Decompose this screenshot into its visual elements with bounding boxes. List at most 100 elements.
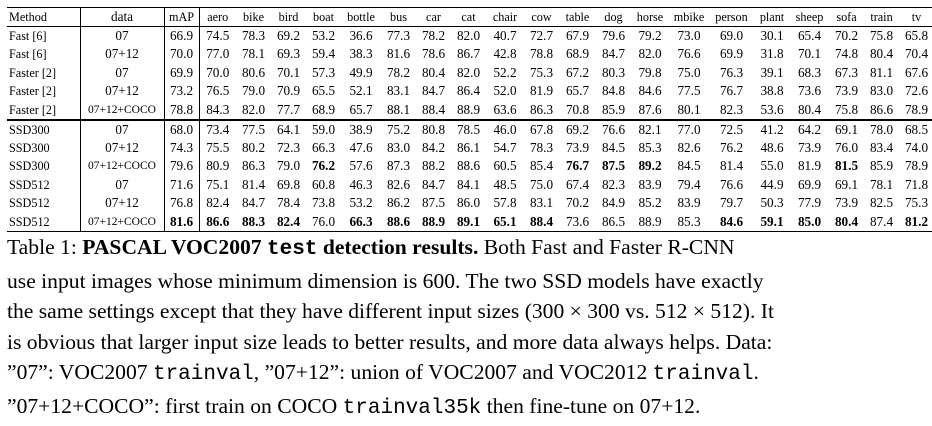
value-cell: 78.0 (869, 121, 894, 137)
caption-line-1: Table 1: PASCAL VOC2007 test detection r… (7, 232, 927, 266)
value-cell: 82.6 (677, 139, 701, 155)
value-cell: 84.3 (206, 101, 230, 117)
value-cell: 41.2 (760, 121, 784, 137)
value-cell: 75.5 (206, 139, 230, 155)
value-cell: 76.5 (206, 83, 230, 99)
value-cell: 81.9 (529, 83, 554, 99)
column-header: bike (243, 10, 264, 24)
value-cell: 82.6 (386, 176, 411, 192)
method-cell: SSD300 (9, 159, 50, 174)
value-cell: 76.0 (834, 139, 859, 155)
value-cell: 77.3 (386, 28, 411, 43)
table-header-row: Method data mAP aero bike bird boat bottle bus ca… (7, 7, 932, 27)
value-cell: 42.8 (493, 46, 517, 62)
value-cell: 52.2 (493, 64, 517, 80)
value-cell: 67.2 (565, 64, 590, 80)
value-cell: 67.8 (529, 121, 554, 137)
column-header: cow (531, 10, 552, 24)
value-cell: 75.0 (529, 176, 554, 192)
value-cell: 84.7 (601, 46, 626, 62)
map-cell: 78.8 (164, 100, 200, 120)
value-cell: 39.1 (760, 64, 784, 80)
value-cell: 36.6 (349, 28, 373, 43)
map-cell: 73.2 (164, 82, 200, 101)
value-cell: 64.2 (797, 121, 822, 137)
value-cell: 80.3 (601, 64, 626, 80)
value-cell: 82.0 (241, 101, 266, 117)
value-cell: 82.5 (869, 195, 894, 211)
value-cell: 57.3 (311, 64, 336, 80)
data-cell: 07+12+COCO (79, 100, 165, 120)
value-cell: 86.6 (869, 101, 894, 117)
value-cell: 88.4 (421, 101, 446, 117)
value-cell: 66.3 (349, 213, 373, 229)
value-cell: 74.0 (904, 139, 929, 155)
value-cell: 86.0 (456, 195, 481, 211)
results-table: Method data mAP aero bike bird boat bottle bus ca… (7, 7, 932, 232)
value-cell: 86.5 (601, 213, 626, 229)
value-cell: 65.7 (565, 83, 590, 99)
value-cell: 52.1 (349, 83, 373, 99)
value-cell: 86.3 (529, 101, 554, 117)
method-cell: SSD512 (9, 214, 50, 229)
value-cell: 79.2 (638, 28, 662, 43)
value-cell: 88.9 (638, 213, 662, 229)
value-cell: 75.0 (677, 64, 701, 80)
value-cell: 84.6 (638, 83, 662, 99)
value-cell: 79.7 (719, 195, 744, 211)
value-cell: 75.1 (206, 176, 230, 192)
value-cell: 81.6 (386, 46, 411, 62)
value-cell: 69.8 (276, 176, 301, 192)
value-cell: 76.2 (719, 139, 744, 155)
value-cell: 73.9 (565, 139, 590, 155)
column-header: sheep (795, 10, 824, 24)
value-cell: 46.0 (493, 121, 517, 137)
table-body: Fast [6] 07 66.9 74.5 78.3 69.2 53.2 36.6 77.3 78… (7, 26, 932, 231)
method-cell: SSD300 (9, 140, 50, 155)
value-cell: 69.1 (834, 121, 859, 137)
value-cell: 85.3 (638, 139, 662, 155)
value-cell: 38.3 (349, 46, 373, 62)
value-cell: 83.1 (529, 195, 554, 211)
value-cell: 75.8 (834, 101, 859, 117)
value-cell: 81.9 (797, 158, 822, 174)
value-cell: 70.8 (565, 101, 590, 117)
method-cell: SSD512 (9, 196, 50, 211)
value-cell: 84.2 (421, 139, 446, 155)
data-cell: 07+12+COCO (79, 212, 165, 231)
value-cell: 78.3 (241, 28, 266, 43)
column-header: mAP (164, 7, 200, 27)
value-cell: 88.3 (241, 213, 266, 229)
column-header: mbike (673, 10, 705, 24)
value-cell: 73.4 (206, 121, 230, 137)
value-cell: 77.7 (276, 101, 301, 117)
value-cell: 65.4 (797, 28, 822, 43)
value-cell: 84.6 (719, 213, 744, 229)
value-cell: 77.0 (677, 121, 701, 137)
value-cell: 85.4 (529, 158, 554, 174)
value-cell: 82.0 (638, 46, 662, 62)
column-header: boat (313, 10, 334, 24)
caption-line-4: is obvious that larger input size leads … (7, 329, 773, 354)
value-cell: 52.0 (493, 83, 517, 99)
value-cell: 48.5 (493, 176, 517, 192)
table-caption: Table 1: PASCAL VOC2007 test detection r… (7, 232, 927, 424)
value-cell: 70.0 (206, 64, 230, 80)
value-cell: 73.8 (311, 195, 336, 211)
method-cell: Faster [2] (9, 84, 57, 99)
method-cell: Faster [2] (9, 65, 57, 80)
value-cell: 71.8 (904, 176, 929, 192)
value-cell: 60.8 (311, 176, 336, 192)
value-cell: 80.4 (797, 101, 822, 117)
map-cell: 76.8 (164, 194, 200, 213)
caption-line-1-rest: Both Fast and Faster R-CNN (483, 235, 735, 259)
caption-line-6-b: then fine-tune on 07+12. (486, 393, 701, 418)
value-cell: 53.6 (760, 101, 784, 117)
value-cell: 72.7 (529, 28, 554, 43)
value-cell: 64.1 (276, 121, 301, 137)
value-cell: 69.9 (719, 46, 744, 62)
caption-title: PASCAL VOC2007 test detection results. (82, 235, 478, 261)
value-cell: 78.2 (421, 28, 446, 43)
value-cell: 82.3 (719, 101, 744, 117)
column-header: bottle (347, 10, 375, 24)
